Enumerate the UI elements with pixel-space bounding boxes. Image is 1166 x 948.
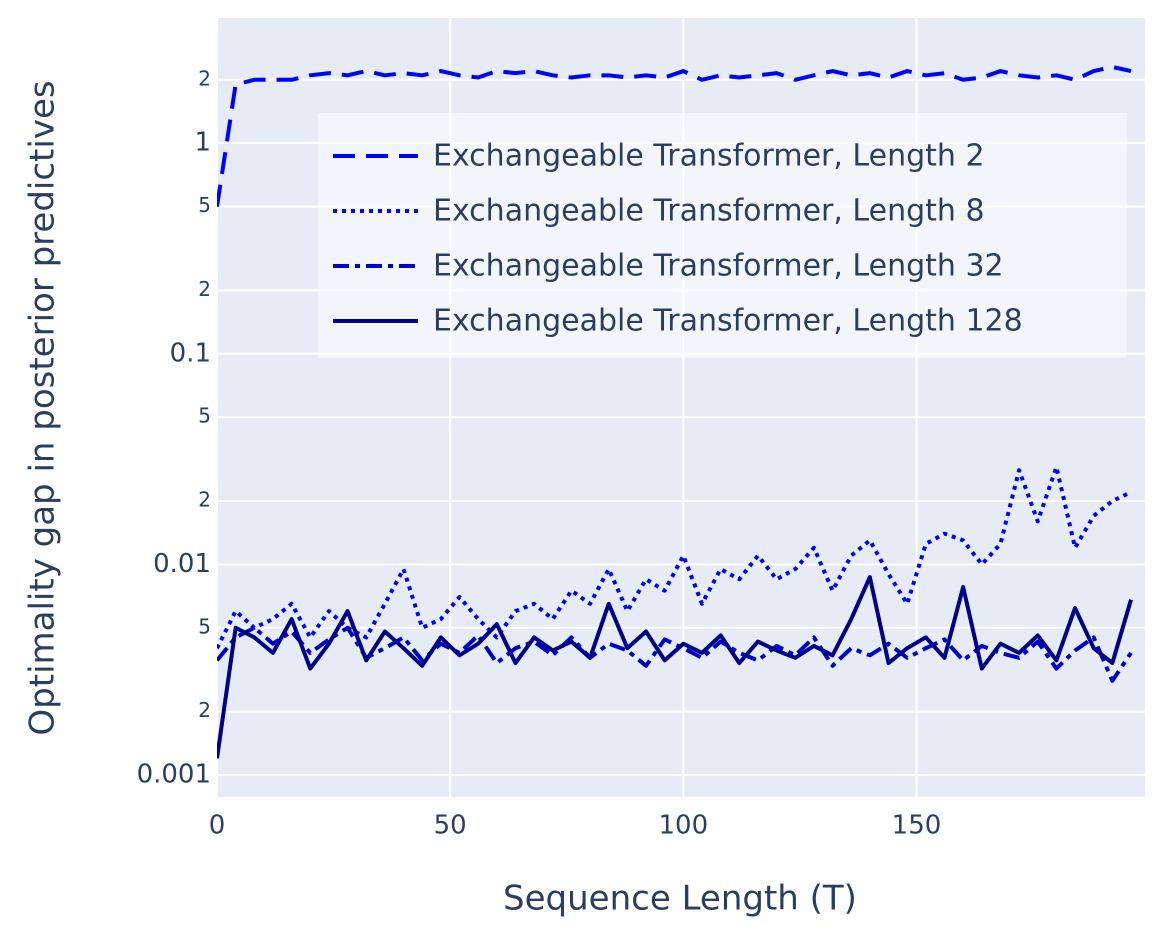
legend-label: Exchangeable Transformer, Length 32 [433, 249, 1004, 284]
series-line [217, 464, 1132, 650]
labels: 0 50 100 150 0.001 2 5 0.01 2 5 0.1 2 5 1 2 [137, 66, 942, 840]
x-tick-label: 100 [659, 811, 709, 841]
series-line [217, 64, 1132, 207]
y-tick-label: 2 [198, 277, 211, 301]
y-tick-label: 0.001 [137, 759, 211, 789]
y-tick-label: 2 [198, 698, 211, 722]
legend-label: Exchangeable Transformer, Length 128 [433, 304, 1023, 339]
x-tick-label: 0 [209, 811, 226, 841]
legend-box [318, 113, 1127, 358]
y-tick-label: 5 [198, 614, 211, 638]
series-line [217, 575, 1133, 759]
lines [217, 64, 1133, 759]
y-tick-label: 0.1 [170, 338, 211, 368]
x-tick-label: 50 [434, 811, 467, 841]
x-axis-title: Sequence Length (T) [503, 879, 857, 919]
y-tick-label: 0.01 [153, 549, 211, 579]
legend-label: Exchangeable Transformer, Length 8 [433, 194, 985, 229]
y-tick-label: 2 [198, 66, 211, 90]
y-tick-label: 5 [198, 404, 211, 428]
x-tick-label: 150 [892, 811, 942, 841]
y-tick-label: 1 [194, 128, 211, 158]
legend: Exchangeable Transformer, Length 2 Exchan… [318, 113, 1127, 358]
y-tick-label: 2 [198, 487, 211, 511]
y-tick-label: 5 [198, 193, 211, 217]
legend-label: Exchangeable Transformer, Length 2 [433, 139, 985, 174]
y-axis-title: Optimality gap in posterior predictives [23, 80, 63, 735]
